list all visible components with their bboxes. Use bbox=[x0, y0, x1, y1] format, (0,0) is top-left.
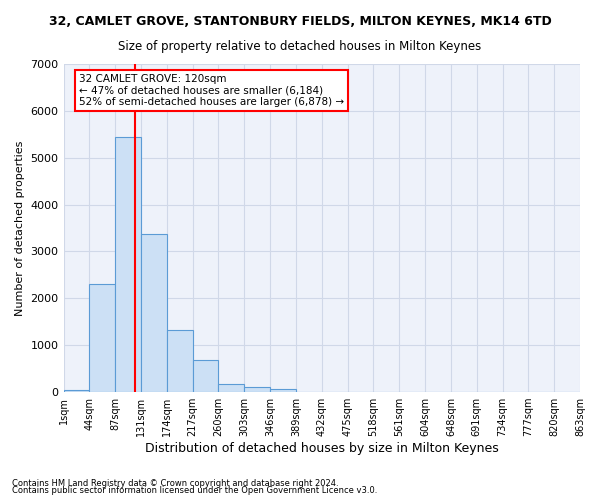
Bar bbox=[270, 389, 296, 392]
Bar bbox=[89, 284, 115, 392]
Bar bbox=[115, 136, 141, 392]
Text: 32 CAMLET GROVE: 120sqm
← 47% of detached houses are smaller (6,184)
52% of semi: 32 CAMLET GROVE: 120sqm ← 47% of detache… bbox=[79, 74, 344, 107]
Bar bbox=[244, 387, 270, 392]
Bar bbox=[167, 330, 193, 392]
Bar bbox=[141, 234, 167, 392]
Bar bbox=[218, 384, 244, 392]
Bar bbox=[193, 360, 218, 392]
Text: Contains public sector information licensed under the Open Government Licence v3: Contains public sector information licen… bbox=[12, 486, 377, 495]
X-axis label: Distribution of detached houses by size in Milton Keynes: Distribution of detached houses by size … bbox=[145, 442, 499, 455]
Text: Size of property relative to detached houses in Milton Keynes: Size of property relative to detached ho… bbox=[118, 40, 482, 53]
Text: 32, CAMLET GROVE, STANTONBURY FIELDS, MILTON KEYNES, MK14 6TD: 32, CAMLET GROVE, STANTONBURY FIELDS, MI… bbox=[49, 15, 551, 28]
Y-axis label: Number of detached properties: Number of detached properties bbox=[15, 140, 25, 316]
Bar bbox=[64, 390, 89, 392]
Text: Contains HM Land Registry data © Crown copyright and database right 2024.: Contains HM Land Registry data © Crown c… bbox=[12, 478, 338, 488]
